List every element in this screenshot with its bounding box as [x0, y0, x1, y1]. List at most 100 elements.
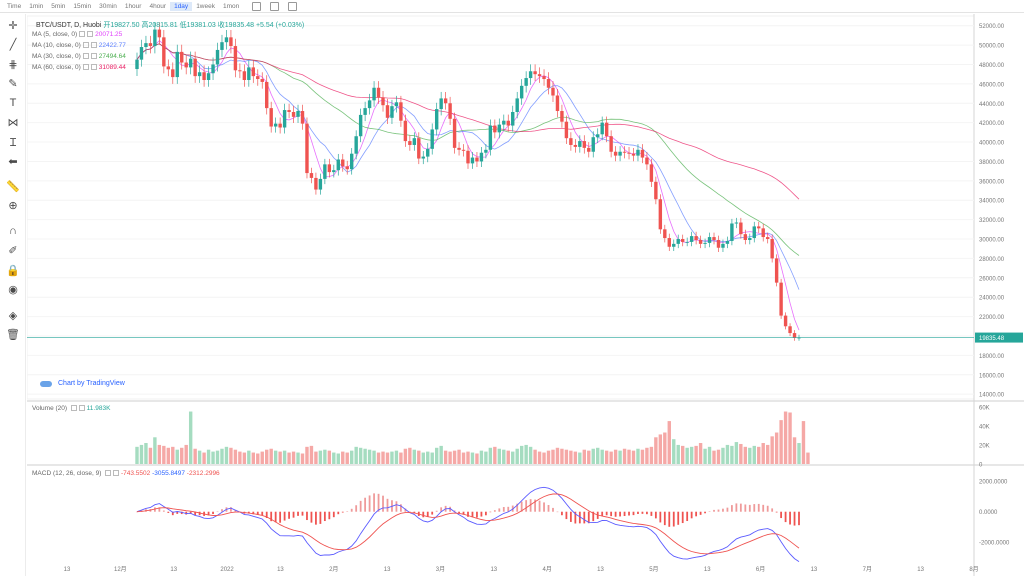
- settings-icon[interactable]: [82, 42, 89, 49]
- macd-histogram-bar: [529, 499, 532, 512]
- macd-histogram-bar: [319, 511, 322, 524]
- price-tick-label: 50000.00: [979, 44, 1005, 50]
- macd-histogram-bar: [619, 511, 621, 517]
- price-chart[interactable]: 52000.00 50000.00 48000.00 46000.00 44000.00…: [27, 14, 1024, 576]
- volume-bar: [654, 437, 658, 464]
- volume-bar: [144, 443, 148, 464]
- arrow-icon[interactable]: ⬅: [8, 155, 18, 168]
- candle-body: [188, 58, 193, 68]
- volume-bar: [457, 449, 461, 464]
- close-icon[interactable]: [90, 53, 97, 60]
- candle-body: [613, 151, 618, 156]
- candle-body: [663, 229, 667, 239]
- volume-bar: [193, 448, 197, 464]
- macd-histogram-bar: [789, 511, 791, 525]
- timeframe-1hour[interactable]: 1hour: [124, 2, 142, 10]
- ma-value: 22422.77: [98, 42, 126, 49]
- macd-histogram-bar: [672, 511, 675, 527]
- macd-histogram-bar: [158, 507, 161, 512]
- pattern-icon[interactable]: ⋈: [7, 116, 19, 129]
- macd-histogram-bar: [493, 510, 496, 512]
- candle-body: [591, 137, 595, 152]
- close-icon[interactable]: [78, 405, 85, 412]
- candle-body: [698, 239, 703, 244]
- chart-type-icon[interactable]: [252, 1, 262, 11]
- lock-draw-icon[interactable]: ✐: [8, 244, 18, 257]
- candle-body: [627, 152, 631, 154]
- volume-bar: [752, 445, 756, 464]
- macd-histogram-bar: [413, 511, 416, 514]
- candle-body: [399, 102, 403, 121]
- candle-body: [519, 85, 524, 99]
- volume-bar: [801, 421, 806, 464]
- volume-bar: [439, 445, 443, 464]
- macd-histogram-bar: [337, 511, 340, 515]
- settings-icon[interactable]: [82, 53, 89, 60]
- macd-histogram-bar: [136, 511, 138, 513]
- macd-histogram-bar: [270, 511, 273, 522]
- settings-icon[interactable]: [79, 31, 86, 38]
- candle-body: [345, 166, 349, 170]
- candle-body: [725, 240, 730, 244]
- fibonacci-icon[interactable]: ⋕: [8, 58, 18, 71]
- measure-icon[interactable]: Ɪ: [9, 136, 17, 149]
- timeframe-1min[interactable]: 1min: [29, 2, 44, 10]
- timeframe-1week[interactable]: 1week: [196, 2, 215, 10]
- volume-bar: [622, 448, 627, 464]
- candle-body: [582, 141, 586, 148]
- macd-histogram-bar: [744, 504, 747, 512]
- ruler-icon[interactable]: 📏: [6, 180, 20, 193]
- price-tick-label: 36000.00: [979, 179, 1005, 185]
- macd-histogram-bar: [775, 511, 778, 513]
- layers-icon[interactable]: ◈: [8, 309, 18, 322]
- macd-histogram-bar: [793, 511, 796, 526]
- candle-body: [426, 148, 430, 157]
- candle-body: [569, 138, 573, 145]
- volume-bar: [582, 449, 586, 464]
- candle-body: [358, 114, 363, 137]
- volume-bar: [242, 452, 247, 464]
- candle-body: [676, 239, 680, 244]
- ohlc-close-label: 收: [217, 22, 225, 29]
- candle-body: [761, 228, 765, 238]
- close-icon[interactable]: [87, 31, 94, 38]
- timeframe-1day[interactable]: 1day: [170, 1, 193, 11]
- settings-icon[interactable]: [70, 405, 77, 412]
- macd-histogram-bar: [498, 508, 501, 512]
- candle-body: [533, 71, 537, 75]
- crosshair-icon[interactable]: ✛: [8, 19, 18, 32]
- volume-bar: [555, 447, 560, 464]
- close-icon[interactable]: [90, 42, 97, 49]
- settings-icon[interactable]: [82, 64, 89, 71]
- timeframe-30min[interactable]: 30min: [99, 2, 117, 10]
- timeframe-5min[interactable]: 5min: [51, 2, 66, 10]
- trash-icon[interactable]: 🗑: [6, 328, 20, 341]
- timeframe-15min[interactable]: 15min: [73, 2, 92, 10]
- brush-icon[interactable]: ✎: [8, 77, 18, 90]
- timeframe-1mon[interactable]: 1mon: [222, 2, 240, 10]
- volume-bar: [260, 451, 264, 464]
- zoom-icon[interactable]: ⊕: [8, 199, 18, 212]
- close-icon[interactable]: [90, 64, 97, 71]
- candle-body: [770, 239, 774, 259]
- close-icon[interactable]: [113, 470, 120, 477]
- volume-bar: [515, 448, 519, 464]
- eye-icon[interactable]: ◉: [8, 283, 18, 296]
- magnet-icon[interactable]: ∩: [9, 225, 17, 237]
- trendline-icon[interactable]: ╱: [9, 38, 17, 51]
- settings-icon[interactable]: [105, 470, 112, 477]
- lock-icon[interactable]: 🔒: [6, 264, 20, 277]
- text-icon[interactable]: T: [9, 97, 17, 109]
- macd-histogram-bar: [538, 500, 541, 512]
- timeframe-Time[interactable]: Time: [7, 2, 22, 10]
- settings-icon[interactable]: [270, 1, 280, 11]
- volume-bar: [774, 432, 779, 464]
- macd-histogram-bar: [708, 511, 711, 512]
- fullscreen-icon[interactable]: [288, 1, 298, 11]
- candle-body: [712, 237, 716, 240]
- timeframe-4hour[interactable]: 4hour: [149, 2, 167, 10]
- volume-bar: [385, 452, 390, 464]
- tradingview-watermark[interactable]: Chart by TradingView: [40, 380, 125, 387]
- macd-histogram-bar: [359, 500, 362, 512]
- candle-body: [238, 70, 242, 72]
